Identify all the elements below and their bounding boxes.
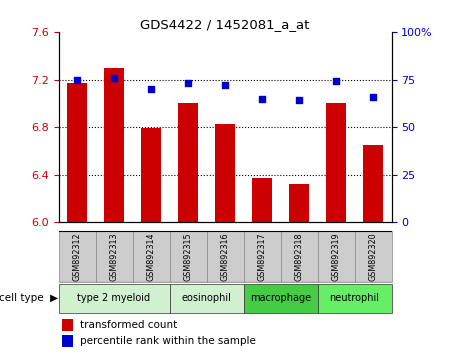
Text: percentile rank within the sample: percentile rank within the sample — [80, 336, 256, 346]
Bar — [252, 178, 272, 222]
Point — [333, 79, 340, 84]
Point — [221, 82, 229, 88]
FancyBboxPatch shape — [318, 284, 392, 313]
FancyBboxPatch shape — [243, 284, 318, 313]
Point — [369, 94, 377, 99]
Point — [148, 86, 155, 92]
Point — [295, 98, 302, 103]
FancyBboxPatch shape — [58, 284, 170, 313]
Text: GSM892317: GSM892317 — [257, 232, 266, 281]
FancyBboxPatch shape — [280, 232, 318, 282]
Text: transformed count: transformed count — [80, 320, 177, 330]
FancyBboxPatch shape — [58, 232, 95, 282]
FancyBboxPatch shape — [170, 232, 207, 282]
Text: cell type  ▶: cell type ▶ — [0, 293, 58, 303]
Text: GSM892316: GSM892316 — [220, 233, 230, 281]
Bar — [67, 83, 87, 222]
FancyBboxPatch shape — [355, 232, 392, 282]
FancyBboxPatch shape — [318, 232, 355, 282]
Text: GSM892314: GSM892314 — [147, 233, 156, 281]
Text: GSM892312: GSM892312 — [72, 232, 81, 281]
Text: eosinophil: eosinophil — [181, 293, 231, 303]
Text: GSM892318: GSM892318 — [294, 233, 303, 281]
Bar — [289, 184, 309, 222]
Text: GSM892319: GSM892319 — [332, 232, 341, 281]
Text: GSM892313: GSM892313 — [109, 233, 118, 281]
Point — [110, 75, 117, 80]
Bar — [178, 103, 198, 222]
Bar — [141, 129, 161, 222]
FancyBboxPatch shape — [132, 232, 170, 282]
Bar — [62, 319, 73, 331]
FancyBboxPatch shape — [170, 284, 243, 313]
Text: neutrophil: neutrophil — [329, 293, 379, 303]
Bar — [326, 103, 346, 222]
FancyBboxPatch shape — [207, 232, 243, 282]
Bar — [62, 336, 73, 347]
Title: GDS4422 / 1452081_a_at: GDS4422 / 1452081_a_at — [140, 18, 310, 31]
Bar — [363, 145, 383, 222]
FancyBboxPatch shape — [95, 232, 132, 282]
Text: macrophage: macrophage — [250, 293, 311, 303]
Text: GSM892320: GSM892320 — [369, 232, 378, 281]
Bar — [215, 124, 235, 222]
FancyBboxPatch shape — [243, 232, 280, 282]
Bar — [104, 68, 124, 222]
Point — [184, 80, 192, 86]
Text: type 2 myeloid: type 2 myeloid — [77, 293, 151, 303]
Point — [258, 96, 265, 101]
Point — [73, 77, 81, 82]
Text: GSM892315: GSM892315 — [184, 232, 193, 281]
